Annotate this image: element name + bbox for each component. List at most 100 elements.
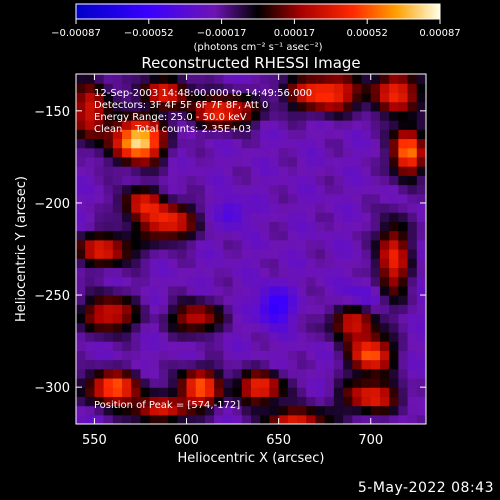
- heatmap-cell: [232, 138, 243, 149]
- heatmap-cell: [76, 322, 86, 333]
- heatmap-cell: [204, 156, 215, 167]
- heatmap-cell: [333, 74, 344, 84]
- heatmap-cell: [352, 212, 363, 222]
- heatmap-cell: [352, 359, 363, 370]
- heatmap-cell: [103, 377, 114, 388]
- heatmap-cell: [361, 295, 372, 305]
- heatmap-cell: [149, 92, 160, 103]
- heatmap-cell: [269, 221, 280, 232]
- heatmap-cell: [76, 193, 86, 204]
- heatmap-cell: [315, 138, 326, 149]
- heatmap-cell: [223, 193, 234, 204]
- heatmap-cell: [352, 184, 363, 195]
- heatmap-cell: [352, 83, 363, 94]
- heatmap-cell: [177, 285, 188, 296]
- heatmap-cell: [379, 249, 390, 259]
- heatmap-cell: [407, 166, 418, 176]
- heatmap-cell: [195, 405, 206, 416]
- heatmap-cell: [158, 322, 169, 333]
- heatmap-cell: [269, 368, 280, 379]
- heatmap-cell: [85, 249, 96, 259]
- heatmap-cell: [223, 396, 234, 407]
- heatmap-cell: [278, 387, 289, 397]
- heatmap-cell: [140, 295, 151, 305]
- heatmap-cell: [76, 396, 86, 407]
- heatmap-cell: [177, 304, 188, 315]
- heatmap-cell: [315, 175, 326, 186]
- heatmap-cell: [416, 396, 426, 407]
- heatmap-cell: [287, 267, 298, 278]
- heatmap-cell: [251, 377, 261, 388]
- heatmap-cell: [140, 377, 151, 388]
- heatmap-cell: [315, 230, 326, 241]
- heatmap-cell: [214, 230, 224, 241]
- heatmap-cell: [416, 387, 426, 397]
- heatmap-cell: [241, 202, 252, 213]
- heatmap-cell: [168, 267, 178, 278]
- heatmap-cell: [223, 166, 234, 176]
- heatmap-cell: [177, 166, 188, 176]
- heatmap-cell: [103, 110, 114, 121]
- heatmap-cell: [379, 221, 390, 232]
- heatmap-cell: [297, 239, 307, 250]
- heatmap-cell: [76, 184, 86, 195]
- heatmap-cell: [315, 276, 326, 287]
- heatmap-cell: [407, 138, 418, 149]
- heatmap-cell: [333, 396, 344, 407]
- heatmap-cell: [186, 405, 197, 416]
- heatmap-cell: [168, 313, 178, 324]
- heatmap-cell: [232, 74, 243, 84]
- heatmap-cell: [149, 74, 160, 84]
- heatmap-cell: [315, 166, 326, 176]
- heatmap-cell: [149, 377, 160, 388]
- heatmap-cell: [324, 414, 335, 424]
- heatmap-cell: [407, 304, 418, 315]
- colorbar-gradient: [75, 3, 441, 20]
- heatmap-cell: [379, 74, 390, 84]
- heatmap-cell: [333, 193, 344, 204]
- heatmap-cell: [398, 295, 409, 305]
- date-stamp: 5-May-2022 08:43: [357, 480, 494, 496]
- heatmap-cell: [149, 202, 160, 213]
- heatmap-cell: [131, 414, 142, 424]
- heatmap-cell: [306, 276, 317, 287]
- heatmap-cell: [251, 110, 261, 121]
- heatmap-cell: [140, 387, 151, 397]
- heatmap-cell: [85, 387, 96, 397]
- heatmap-cell: [214, 147, 224, 158]
- heatmap-cell: [407, 368, 418, 379]
- heatmap-cell: [186, 212, 197, 222]
- heatmap-cell: [269, 212, 280, 222]
- heatmap-cell: [297, 331, 307, 342]
- heatmap-cell: [260, 138, 271, 149]
- heatmap-cell: [149, 212, 160, 222]
- heatmap-cell: [297, 414, 307, 424]
- heatmap-cell: [389, 350, 399, 361]
- heatmap-cell: [149, 101, 160, 112]
- heatmap-cell: [241, 313, 252, 324]
- heatmap-cell: [177, 230, 188, 241]
- heatmap-cell: [361, 341, 372, 351]
- heatmap-cell: [131, 193, 142, 204]
- heatmap-cell: [122, 193, 132, 204]
- heatmap-cell: [343, 212, 353, 222]
- heatmap-cell: [140, 212, 151, 222]
- heatmap-cell: [287, 101, 298, 112]
- heatmap-cell: [315, 377, 326, 388]
- heatmap-cell: [416, 92, 426, 103]
- heatmap-cell: [370, 276, 381, 287]
- heatmap-cell: [306, 184, 317, 195]
- heatmap-cell: [398, 414, 409, 424]
- heatmap-cell: [379, 267, 390, 278]
- heatmap-cell: [251, 331, 261, 342]
- heatmap-cell: [389, 267, 399, 278]
- heatmap-cell: [297, 285, 307, 296]
- heatmap-cell: [195, 258, 206, 269]
- heatmap-cell: [370, 239, 381, 250]
- heatmap-cell: [103, 101, 114, 112]
- heatmap-cell: [112, 239, 123, 250]
- heatmap-cell: [379, 120, 390, 130]
- heatmap-cell: [251, 74, 261, 84]
- heatmap-cell: [112, 295, 123, 305]
- heatmap-cell: [94, 239, 105, 250]
